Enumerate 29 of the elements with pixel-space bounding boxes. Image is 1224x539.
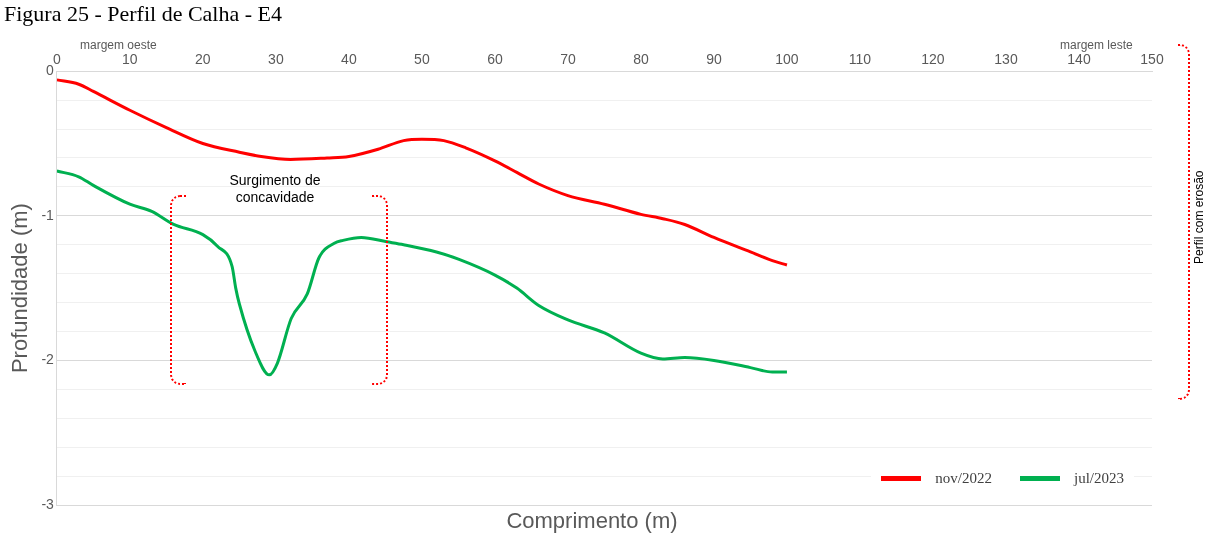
legend-label: jul/2023 bbox=[1073, 470, 1124, 487]
chart-title: Figura 25 - Perfil de Calha - E4 bbox=[4, 0, 282, 26]
x-tick-label: 90 bbox=[706, 50, 722, 67]
x-tick-label: 150 bbox=[1140, 50, 1164, 67]
y-tick-label: 0 bbox=[46, 62, 55, 79]
line-series bbox=[56, 78, 789, 267]
x-tick-label: 80 bbox=[633, 50, 649, 67]
y-axis-title: Profundidade (m) bbox=[7, 203, 33, 374]
x-tick-label: 100 bbox=[775, 50, 799, 67]
y-tick-label: -2 bbox=[41, 351, 55, 368]
x-axis-title: Comprimento (m) bbox=[506, 508, 678, 533]
text: margem oeste bbox=[80, 38, 157, 53]
text: margem leste bbox=[1060, 38, 1133, 53]
line-series bbox=[56, 169, 789, 377]
x-tick-label: 70 bbox=[560, 50, 576, 67]
x-tick-label: 50 bbox=[414, 50, 430, 67]
text: Perfil com erosão bbox=[1191, 169, 1207, 266]
x-tick-label: 20 bbox=[195, 50, 211, 67]
x-tick-label: 120 bbox=[921, 50, 945, 67]
legend-label: nov/2022 bbox=[935, 470, 992, 487]
y-tick-label: -1 bbox=[41, 206, 55, 223]
x-tick-label: 110 bbox=[848, 50, 872, 67]
x-tick-label: 130 bbox=[994, 50, 1018, 67]
annotation: Surgimento de concavidade bbox=[228, 172, 322, 206]
y-tick-label: -3 bbox=[41, 495, 55, 512]
x-tick-label: 30 bbox=[268, 50, 284, 67]
x-tick-label: 10 bbox=[122, 50, 138, 67]
x-tick-label: 40 bbox=[341, 50, 357, 67]
x-tick-label: 60 bbox=[487, 50, 503, 67]
